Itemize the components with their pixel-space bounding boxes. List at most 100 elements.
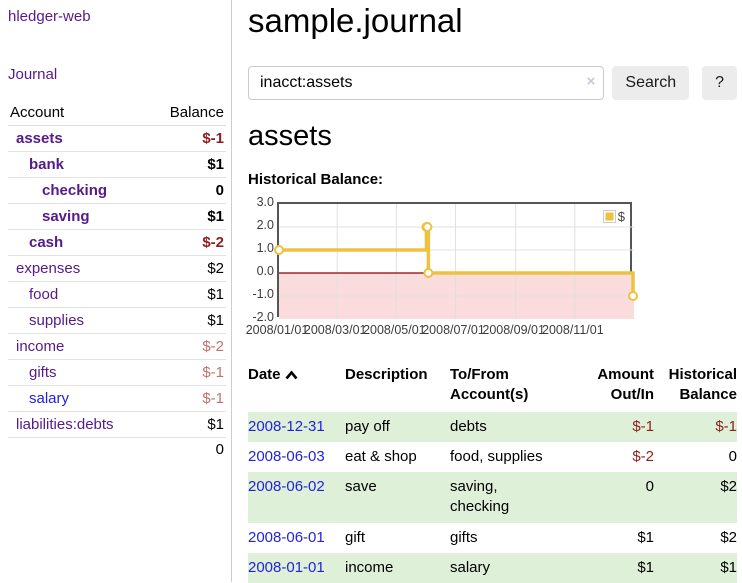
account-link[interactable]: assets [16,130,63,147]
register-row: 2008-06-03 eat & shop food, supplies $-2 0 [248,442,737,472]
account-link[interactable]: supplies [29,312,85,329]
brand-link[interactable]: hledger-web [8,8,91,25]
transaction-description: eat & shop [345,447,417,465]
x-axis-tick-label: 2008/01/01 [245,323,309,337]
register-row: 2008-06-01 gift gifts $1 $2 [248,523,737,553]
x-axis-tick-label: 2008/09/01 [482,323,545,337]
balance-column-header: Balance [149,100,226,126]
account-balance: $-1 [149,385,226,412]
transaction-balance: $1 [720,558,737,576]
register-header-accounts: To/From Account(s) [450,366,529,404]
account-link[interactable]: checking [42,182,108,199]
account-link[interactable]: liabilities:debts [16,416,114,433]
account-balance: $1 [149,307,226,334]
account-row: bank $1 [8,151,226,178]
account-balance: $1 [149,203,226,230]
account-balance: $-2 [149,229,226,256]
transaction-amount: $-2 [632,447,654,465]
account-balance: $-1 [149,125,226,152]
transaction-description: pay off [345,417,390,435]
register-row: 2008-01-01 income salary $1 $1 [248,552,737,583]
transaction-date-link[interactable]: 2008-06-02 [248,478,325,495]
transaction-amount: $-1 [632,417,654,435]
register-header-amount: Amount Out/In [597,366,654,404]
account-row: saving $1 [8,203,226,230]
account-link[interactable]: gifts [29,364,57,381]
transaction-accounts: food, supplies [450,447,543,465]
account-balance: $-1 [149,359,226,386]
transaction-accounts: gifts [450,528,478,546]
register-row: 2008-12-31 pay off debts $-1 $-1 [248,411,737,442]
x-axis-tick-label: 2008/03/01 [303,323,367,337]
register-header-balance: Historical Balance [668,366,737,404]
y-axis-tick-label: -2.0 [252,310,274,324]
account-heading: assets [248,120,332,152]
transaction-accounts: debts [450,417,487,435]
account-link[interactable]: saving [42,208,90,225]
transaction-description: gift [345,528,366,546]
transaction-balance: $2 [720,528,737,546]
register-header-date[interactable]: Date [248,362,345,412]
sidebar: hledger-web Journal Account Balance asse… [0,0,232,582]
chart-heading: Historical Balance: [248,171,384,188]
register-table: Date Description To/From Account(s) Amou… [248,362,737,583]
x-axis-tick-label: 2008/05/01 [363,323,426,337]
chart-canvas [274,204,639,319]
account-balance: 0 [149,177,226,204]
search-input[interactable] [248,66,605,100]
legend-label: $ [617,209,625,224]
main-content: sample.journal × Search ? assets Histori… [245,0,737,583]
account-link[interactable]: salary [29,390,70,407]
page-title: sample.journal [248,2,463,39]
x-axis-tick-label: 2008/07/01 [422,323,485,337]
accounts-column-header: Account [8,100,150,126]
account-link[interactable]: expenses [16,260,81,277]
transaction-date-link[interactable]: 2008-06-03 [248,447,325,465]
y-axis-tick-label: 1.0 [256,241,274,255]
transaction-accounts: saving, checking [450,478,510,516]
account-row: food $1 [8,281,226,308]
account-row: gifts $-1 [8,359,226,386]
transaction-balance: $-1 [715,417,737,435]
total-spacer [8,437,150,461]
y-axis-tick-label: -1.0 [252,287,274,301]
register-header-description: Description [345,366,428,383]
account-row: income $-2 [8,333,226,360]
transaction-accounts: salary [450,558,491,576]
transaction-date-link[interactable]: 2008-06-01 [248,528,325,546]
account-row: liabilities:debts $1 [8,411,226,438]
y-axis-tick-label: 2.0 [256,218,274,232]
account-link[interactable]: cash [29,234,64,251]
account-balance: $-2 [149,333,226,360]
transaction-amount: 0 [645,478,654,495]
account-link[interactable]: bank [29,156,65,173]
nav-journal-link[interactable]: Journal [8,66,58,83]
account-link[interactable]: income [16,338,65,355]
chart-plot-area: $ [274,202,639,319]
account-row: checking 0 [8,177,226,204]
chart-legend: $ [602,209,625,224]
transaction-description: income [345,558,394,576]
account-link[interactable]: food [29,286,59,303]
y-axis-tick-label: 0.0 [256,264,274,278]
account-balance: $2 [149,255,226,282]
historical-balance-chart: $ 3.0 2.0 1.0 0.0 -1.0 -2.0 2008/01/01 2008/03/… [245,195,737,340]
account-balance: $1 [149,151,226,178]
account-row: supplies $1 [8,307,226,334]
transaction-balance: $2 [720,478,737,495]
legend-swatch-icon [602,210,616,223]
account-balance: $1 [149,411,226,438]
account-balance: $1 [149,281,226,308]
transaction-date-link[interactable]: 2008-01-01 [248,558,325,576]
transaction-amount: $1 [637,528,654,546]
transaction-amount: $1 [637,558,654,576]
search-button[interactable]: Search [612,66,690,100]
transaction-description: save [345,478,377,495]
accounts-total: 0 [149,437,226,461]
account-row: cash $-2 [8,229,226,256]
transaction-date-link[interactable]: 2008-12-31 [248,417,325,435]
x-axis-tick-label: 2008/11/01 [542,323,604,337]
clear-search-icon[interactable]: × [586,73,596,90]
sort-ascending-icon [285,366,298,386]
help-button[interactable]: ? [702,66,737,100]
